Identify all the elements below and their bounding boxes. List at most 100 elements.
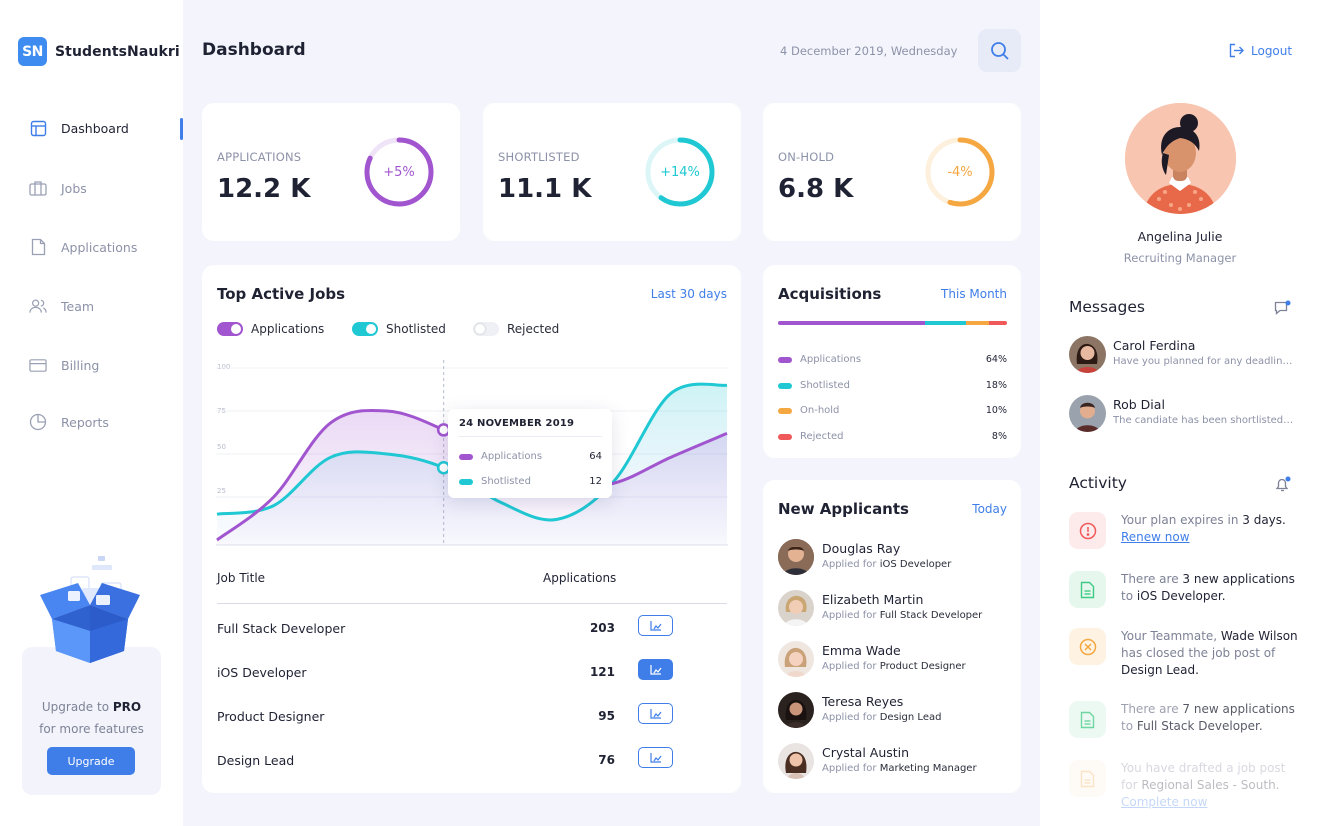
stat-label: ON-HOLD [778, 150, 835, 164]
avatar [778, 539, 814, 575]
current-date: 4 December 2019, Wednesday [780, 44, 958, 58]
bell-icon[interactable] [1274, 476, 1291, 493]
legend-item-applications: Applications 64% [778, 354, 1007, 365]
sidebar-item-label: Applications [61, 239, 138, 255]
complete-now-link[interactable]: Complete now [1121, 795, 1208, 809]
sidebar-item-label: Jobs [61, 180, 87, 196]
applicant-item[interactable]: Crystal Austin Applied for Marketing Man… [778, 743, 1008, 783]
mini-chart-icon [649, 709, 661, 719]
table-row[interactable]: iOS Developer 121 [217, 659, 727, 689]
sidebar-item-label: Team [61, 298, 95, 314]
tooltip-row: Applications 64 [459, 451, 602, 462]
applicant-role: Applied for Product Designer [822, 661, 966, 672]
period-dropdown[interactable]: This Month [941, 287, 1007, 301]
applicant-item[interactable]: Douglas Ray Applied for iOS Developer [778, 539, 1008, 579]
upgrade-text: Upgrade to PRO for more features [39, 700, 144, 736]
stat-value: 11.1 K [498, 174, 592, 204]
profile-avatar[interactable] [1125, 103, 1236, 214]
applicant-item[interactable]: Teresa Reyes Applied for Design Lead [778, 692, 1008, 732]
messages-title: Messages [1069, 298, 1146, 316]
toggle-rejected[interactable]: Rejected [473, 322, 559, 336]
main-content: Dashboard 4 December 2019, Wednesday APP… [183, 0, 1040, 826]
table-row[interactable]: Full Stack Developer 203 [217, 615, 727, 645]
layout-icon [29, 119, 47, 137]
sidebar-item-dashboard[interactable]: Dashboard [0, 110, 183, 146]
toggle-switch[interactable] [352, 322, 378, 336]
stat-label: SHORTLISTED [498, 150, 580, 164]
logout-button[interactable]: Logout [1229, 43, 1292, 58]
period-dropdown[interactable]: Today [972, 502, 1007, 516]
activity-title: Activity [1069, 474, 1127, 492]
brand-name: StudentsNaukri [55, 43, 180, 60]
brand-logo[interactable]: SN StudentsNaukri [18, 37, 180, 66]
sidebar-item-applications[interactable]: Applications [0, 229, 183, 265]
table-row[interactable]: Design Lead 76 [217, 747, 727, 777]
logout-label: Logout [1251, 43, 1293, 58]
legend-item-shortlisted: Shotlisted 18% [778, 380, 1007, 391]
period-dropdown[interactable]: Last 30 days [650, 287, 727, 301]
toggle-label: Shotlisted [386, 322, 446, 336]
stat-card-on-hold[interactable]: ON-HOLD 6.8 K -4% [763, 103, 1021, 241]
job-title: Product Designer [217, 709, 325, 724]
sidebar-item-label: Dashboard [61, 120, 129, 136]
chart-toggle-button[interactable] [638, 659, 673, 680]
sidebar-item-jobs[interactable]: Jobs [0, 170, 183, 206]
avatar [1069, 395, 1106, 432]
close-circle-icon [1069, 628, 1106, 665]
message-item[interactable]: Carol Ferdina Have you planned for any d… [1069, 336, 1294, 376]
tooltip-row: Shotlisted 12 [459, 476, 602, 487]
stat-card-shortlisted[interactable]: SHORTLISTED 11.1 K +14% [483, 103, 741, 241]
stat-change: +5% [383, 164, 415, 180]
job-title: Full Stack Developer [217, 621, 346, 636]
toggle-shortlisted[interactable]: Shotlisted [352, 322, 446, 336]
acquisition-bar-segment [988, 321, 1007, 325]
chart-toggle-button[interactable] [638, 703, 673, 724]
chart-toggle-button[interactable] [638, 615, 673, 636]
file-icon [1069, 760, 1106, 797]
gift-box-illustration [40, 556, 140, 663]
table-row[interactable]: Product Designer 95 [217, 703, 727, 733]
stat-change: +14% [660, 164, 700, 180]
column-header-applications[interactable]: Applications [543, 571, 617, 585]
sidebar-item-team[interactable]: Team [0, 288, 183, 324]
job-applications: 121 [589, 665, 615, 679]
sidebar-item-reports[interactable]: Reports [0, 404, 183, 440]
chart-tooltip: 24 NOVEMBER 2019 Applications 64 Shotlis… [448, 409, 612, 498]
progress-ring [645, 137, 715, 207]
avatar [778, 590, 814, 626]
briefcase-icon [29, 179, 47, 197]
message-item[interactable]: Rob Dial The candiate has been shortlist… [1069, 395, 1294, 435]
file-icon [1069, 701, 1106, 738]
file-icon [1069, 571, 1106, 608]
toggle-switch[interactable] [473, 322, 499, 336]
legend-item-rejected: Rejected 8% [778, 431, 1007, 442]
profile-name: Angelina Julie [1137, 229, 1223, 244]
column-header-job-title[interactable]: Job Title [217, 571, 266, 585]
progress-ring [925, 137, 995, 207]
avatar [778, 692, 814, 728]
stat-card-applications[interactable]: APPLICATIONS 12.2 K +5% [202, 103, 460, 241]
search-button[interactable] [978, 29, 1021, 72]
job-applications: 203 [589, 621, 615, 635]
logo-icon: SN [18, 37, 47, 66]
applicant-item[interactable]: Emma Wade Applied for Product Designer [778, 641, 1008, 681]
sidebar-item-label: Reports [61, 414, 109, 430]
toggle-switch[interactable] [217, 322, 243, 336]
activity-text: Your Teammate, Wade Wilson has closed th… [1121, 629, 1298, 677]
sidebar-item-label: Billing [61, 357, 100, 373]
message-sender: Rob Dial [1113, 397, 1165, 412]
card-title: Acquisitions [778, 285, 882, 303]
y-tick: 25 [217, 487, 226, 495]
toggle-label: Applications [251, 322, 325, 336]
chart-toggle-button[interactable] [638, 747, 673, 768]
y-tick: 50 [217, 443, 226, 451]
acquisition-bar-segment [778, 321, 925, 325]
message-icon[interactable] [1274, 300, 1291, 316]
progress-ring [364, 137, 434, 207]
upgrade-button[interactable]: Upgrade [47, 747, 135, 775]
renew-now-link[interactable]: Renew now [1121, 530, 1190, 544]
applicant-item[interactable]: Elizabeth Martin Applied for Full Stack … [778, 590, 1008, 630]
toggle-applications[interactable]: Applications [217, 322, 324, 336]
sidebar-item-billing[interactable]: Billing [0, 347, 183, 383]
applicant-role: Applied for Marketing Manager [822, 763, 977, 774]
